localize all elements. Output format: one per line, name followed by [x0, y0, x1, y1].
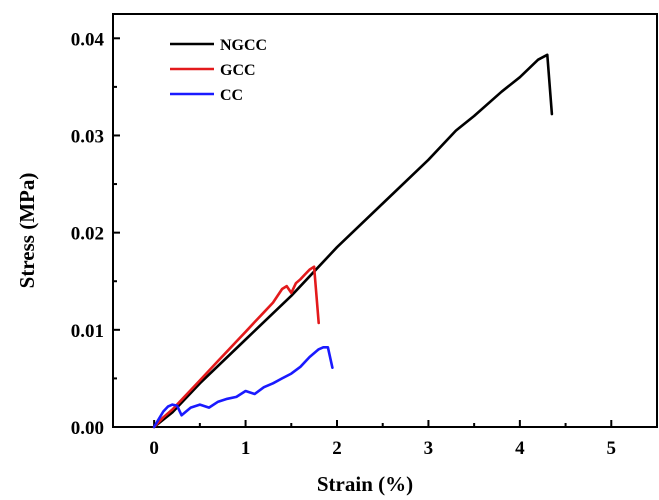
x-tick-label: 1 — [241, 438, 251, 459]
x-axis-title: Strain (%) — [317, 472, 413, 496]
y-tick-label: 0.01 — [71, 321, 104, 342]
y-tick-label: 0.03 — [71, 126, 104, 147]
legend-label-gcc: GCC — [220, 62, 256, 79]
series-line-cc — [152, 345, 334, 429]
x-tick-label: 5 — [607, 438, 617, 459]
y-tick-label: 0.02 — [71, 224, 104, 245]
x-tick-label: 3 — [424, 438, 434, 459]
series-line-ngcc — [152, 53, 554, 429]
y-axis-ticks: 0.00 0.01 0.02 0.03 0.04 — [71, 29, 120, 439]
series-layer — [152, 53, 554, 429]
y-tick-label: 0.00 — [71, 418, 104, 439]
y-tick-label: 0.04 — [71, 29, 105, 50]
legend-label-ngcc: NGCC — [220, 37, 267, 54]
x-tick-label: 2 — [332, 438, 342, 459]
legend-label-cc: CC — [220, 87, 243, 104]
plot-frame — [112, 13, 658, 428]
x-tick-label: 4 — [515, 438, 525, 459]
y-axis-title: Stress (MPa) — [15, 173, 39, 289]
legend: NGCC GCC CC — [170, 37, 267, 104]
x-tick-label: 0 — [149, 438, 159, 459]
series-line-gcc — [152, 265, 321, 429]
x-axis-ticks: 0 1 2 3 4 5 — [149, 420, 616, 459]
